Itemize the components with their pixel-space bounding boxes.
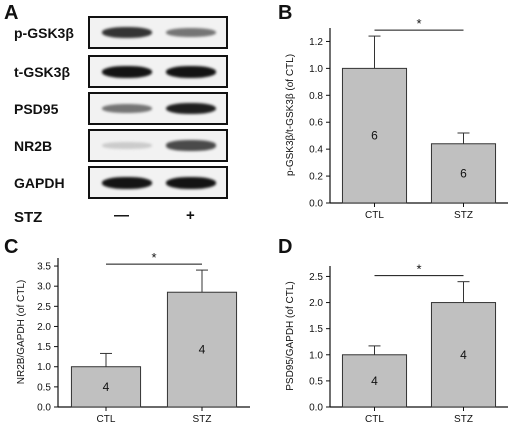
panel-letter-c: C	[4, 236, 19, 258]
chart-c-ytick-label-1: 0.5	[37, 382, 51, 393]
blot-band-0-1	[166, 27, 216, 38]
blot-band-4-0	[102, 176, 152, 189]
chart-c-ytick-label-7: 3.5	[37, 262, 51, 273]
blot-band-3-0	[102, 142, 152, 149]
blot-band-1-1	[166, 65, 216, 78]
chart-b-bar-1	[430, 143, 497, 204]
blot-band-2-1	[166, 102, 216, 115]
chart-b-ytick-label-2: 0.4	[309, 145, 323, 156]
chart-b-ytick-label-1: 0.2	[309, 172, 323, 183]
chart-d-ytick-label-1: 0.5	[309, 376, 323, 387]
chart-d-significance-star: *	[416, 262, 421, 277]
blot-label-0: p-GSK3β	[14, 25, 74, 41]
chart-d-ylabel: PSD95/GAPDH (of CTL)	[285, 281, 296, 390]
chart-d-ytick-label-5: 2.5	[309, 272, 323, 283]
blot-band-0-0	[102, 26, 152, 39]
chart-d-ytick-label-2: 1.0	[309, 350, 323, 361]
chart-c-ytick-label-2: 1.0	[37, 362, 51, 373]
chart-c-significance-star: *	[151, 250, 156, 265]
chart-b-xtick-label-1: STZ	[454, 210, 473, 221]
blot-band-4-1	[166, 176, 216, 189]
blot-band-1-0	[102, 65, 152, 78]
chart-c-ytick-label-0: 0.0	[37, 403, 51, 414]
chart-d-bar-1	[430, 302, 497, 408]
chart-b-ytick-label-6: 1.2	[309, 37, 323, 48]
chart-c-ylabel: NR2B/GAPDH (of CTL)	[16, 280, 27, 384]
chart-d-ytick-label-4: 2.0	[309, 298, 323, 309]
chart-d-ytick-label-3: 1.5	[309, 324, 323, 335]
chart-c-ytick-label-6: 3.0	[37, 282, 51, 293]
chart-d-bar-label-0: 4	[371, 374, 378, 388]
chart-b-ylabel: p-GSK3β/t-GSK3β (of CTL)	[285, 54, 296, 176]
chart-d-xtick-label-0: CTL	[365, 414, 384, 425]
blot-box-4	[88, 166, 228, 199]
chart-b-bar-0	[341, 67, 408, 204]
panel-letter-b: B	[278, 2, 293, 24]
blot-band-2-0	[102, 103, 152, 114]
chart-d-ytick-label-0: 0.0	[309, 403, 323, 414]
chart-c-ytick-label-3: 1.5	[37, 342, 51, 353]
chart-b-ytick-label-4: 0.8	[309, 91, 323, 102]
chart-c-ytick-label-4: 2.0	[37, 322, 51, 333]
chart-b-bar-label-0: 6	[371, 129, 378, 143]
chart-c-bar-label-0: 4	[103, 380, 110, 394]
blot-label-2: PSD95	[14, 101, 59, 117]
blot-box-3	[88, 129, 228, 162]
blot-label-4: GAPDH	[14, 175, 65, 191]
chart-b-ytick-label-5: 1.0	[309, 64, 323, 75]
chart-b-significance-star: *	[416, 16, 421, 31]
condition-label: STZ	[14, 209, 43, 226]
chart-d-bar-0	[341, 354, 408, 408]
chart-c-ytick-label-5: 2.5	[37, 302, 51, 313]
chart-b-ytick-label-3: 0.6	[309, 118, 323, 129]
lane-label-stz: +	[186, 207, 195, 224]
blot-box-0	[88, 16, 228, 49]
chart-b-bar-label-1: 6	[460, 166, 467, 180]
chart-c-bar-label-1: 4	[199, 343, 206, 357]
chart-d-bar-label-1: 4	[460, 348, 467, 362]
blot-box-2	[88, 92, 228, 125]
chart-c-xtick-label-0: CTL	[97, 414, 116, 425]
blot-box-1	[88, 55, 228, 88]
chart-d-xtick-label-1: STZ	[454, 414, 473, 425]
panel-letter-a: A	[4, 2, 19, 24]
chart-c-xtick-label-1: STZ	[193, 414, 212, 425]
lane-label-control: —	[114, 207, 129, 224]
blot-band-3-1	[166, 140, 216, 151]
blot-label-3: NR2B	[14, 138, 53, 154]
blot-label-1: t-GSK3β	[14, 64, 70, 80]
chart-b-ytick-label-0: 0.0	[309, 199, 323, 210]
chart-b-xtick-label-0: CTL	[365, 210, 384, 221]
panel-letter-d: D	[278, 236, 293, 258]
